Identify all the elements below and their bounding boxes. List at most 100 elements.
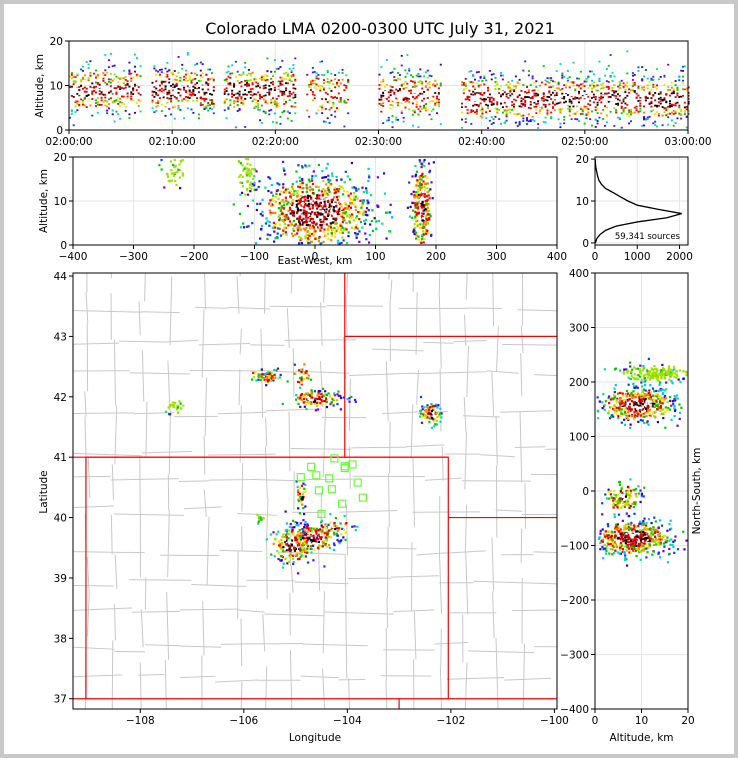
east-west-source-cell [241, 164, 244, 167]
time-height-source-cell [113, 64, 116, 67]
time-height-x-tick-label: 02:10:00 [149, 136, 196, 148]
east-west-source-cell [302, 217, 305, 220]
map-source-cell [318, 397, 321, 400]
time-height-source-cell [563, 122, 566, 125]
east-west-source-cell [424, 208, 427, 211]
east-west-source-cell [336, 241, 340, 245]
time-height-source-cell [109, 85, 112, 88]
east-west-source-cell [430, 181, 433, 184]
time-height-source-cell [481, 79, 484, 82]
east-west-source-cell [324, 211, 328, 214]
time-height-source-cell [656, 88, 659, 90]
time-height-source-cell [255, 105, 258, 108]
time-height-source-cell [281, 80, 284, 83]
time-height-source-cell [268, 88, 271, 91]
east-west-source-cell [292, 227, 295, 230]
north-south-source-cell [655, 389, 658, 393]
east-west-source-cell [361, 226, 364, 229]
time-height-source-cell [324, 108, 327, 110]
time-height-source-cell [173, 96, 176, 98]
east-west-source-cell [326, 193, 330, 196]
east-west-source-cell [280, 200, 283, 203]
time-height-source-cell [345, 102, 348, 104]
time-height-source-cell [227, 65, 230, 68]
time-height-source-cell [583, 105, 586, 108]
time-height-source-cell [124, 86, 127, 89]
time-height-source-cell [273, 89, 276, 91]
time-height-source-cell [513, 90, 516, 93]
east-west-source-cell [349, 206, 353, 209]
time-height-source-cell [153, 88, 156, 91]
time-height-source-cell [290, 80, 293, 83]
map-source-cell [305, 407, 308, 411]
map-source-cell [340, 396, 343, 400]
time-height-source-cell [578, 85, 581, 88]
time-height-source-cell [516, 98, 519, 101]
time-height-source-cell [617, 116, 620, 119]
time-height-source-cell [74, 105, 77, 108]
time-height-source-cell [186, 72, 189, 75]
time-height-source-cell [227, 82, 230, 85]
time-height-source-cell [687, 86, 690, 89]
time-height-source-cell [641, 79, 644, 82]
time-height-source-cell [285, 91, 288, 94]
time-height-source-cell [419, 80, 422, 82]
north-south-source-cell [645, 379, 648, 382]
east-west-source-cell [282, 191, 285, 194]
time-height-source-cell [550, 77, 553, 79]
east-west-source-cell [308, 224, 311, 227]
map-source-cell [258, 518, 261, 521]
east-west-source-cell [297, 212, 300, 215]
time-height-source-cell [238, 82, 241, 84]
east-west-source-cell [307, 230, 310, 233]
time-height-source-cell [680, 114, 683, 116]
time-height-source-cell [583, 96, 586, 99]
map-source-cell [298, 557, 301, 560]
time-height-source-cell [553, 80, 556, 83]
east-west-source-cell [280, 206, 283, 209]
east-west-source-cell [242, 222, 245, 225]
time-height-source-cell [81, 77, 84, 80]
east-west-source-cell [310, 240, 313, 243]
time-height-source-cell [292, 96, 295, 99]
time-height-source-cell [500, 92, 503, 95]
time-height-source-cell [513, 103, 516, 106]
time-height-source-cell [260, 76, 263, 79]
time-height-source-cell [207, 84, 210, 86]
time-height-source-cell [428, 113, 431, 116]
time-height-source-cell [334, 86, 337, 89]
time-height-source-cell [483, 92, 486, 95]
time-height-source-cell [561, 108, 564, 111]
map-source-cell [302, 401, 305, 404]
time-height-source-cell [472, 110, 475, 112]
time-height-source-cell [345, 85, 348, 87]
time-height-source-cell [574, 118, 577, 120]
east-west-source-cell [347, 235, 350, 238]
time-height-source-cell [240, 97, 243, 100]
map-source-cell [277, 540, 281, 543]
time-height-source-cell [546, 109, 549, 112]
time-height-source-cell [151, 101, 154, 104]
east-west-source-cell [351, 186, 354, 189]
east-west-source-cell [414, 215, 417, 218]
map-source-cell [315, 399, 318, 402]
east-west-source-cell [246, 180, 249, 183]
time-height-source-cell [626, 102, 629, 105]
time-height-source-cell [332, 101, 335, 104]
east-west-source-cell [306, 240, 309, 243]
time-height-source-cell [436, 100, 439, 103]
time-height-source-cell [247, 84, 250, 87]
time-height-source-cell [168, 107, 171, 110]
east-west-source-cell [349, 202, 352, 205]
east-west-source-cell [257, 185, 260, 189]
time-height-source-cell [650, 88, 653, 91]
east-west-source-cell [358, 230, 361, 233]
time-height-source-cell [674, 110, 677, 113]
map-source-cell [356, 525, 359, 528]
time-height-source-cell [106, 83, 109, 86]
map-source-cell [316, 529, 319, 532]
time-height-source-cell [544, 98, 547, 101]
map-source-cell [301, 537, 305, 540]
time-height-source-cell [659, 92, 662, 95]
